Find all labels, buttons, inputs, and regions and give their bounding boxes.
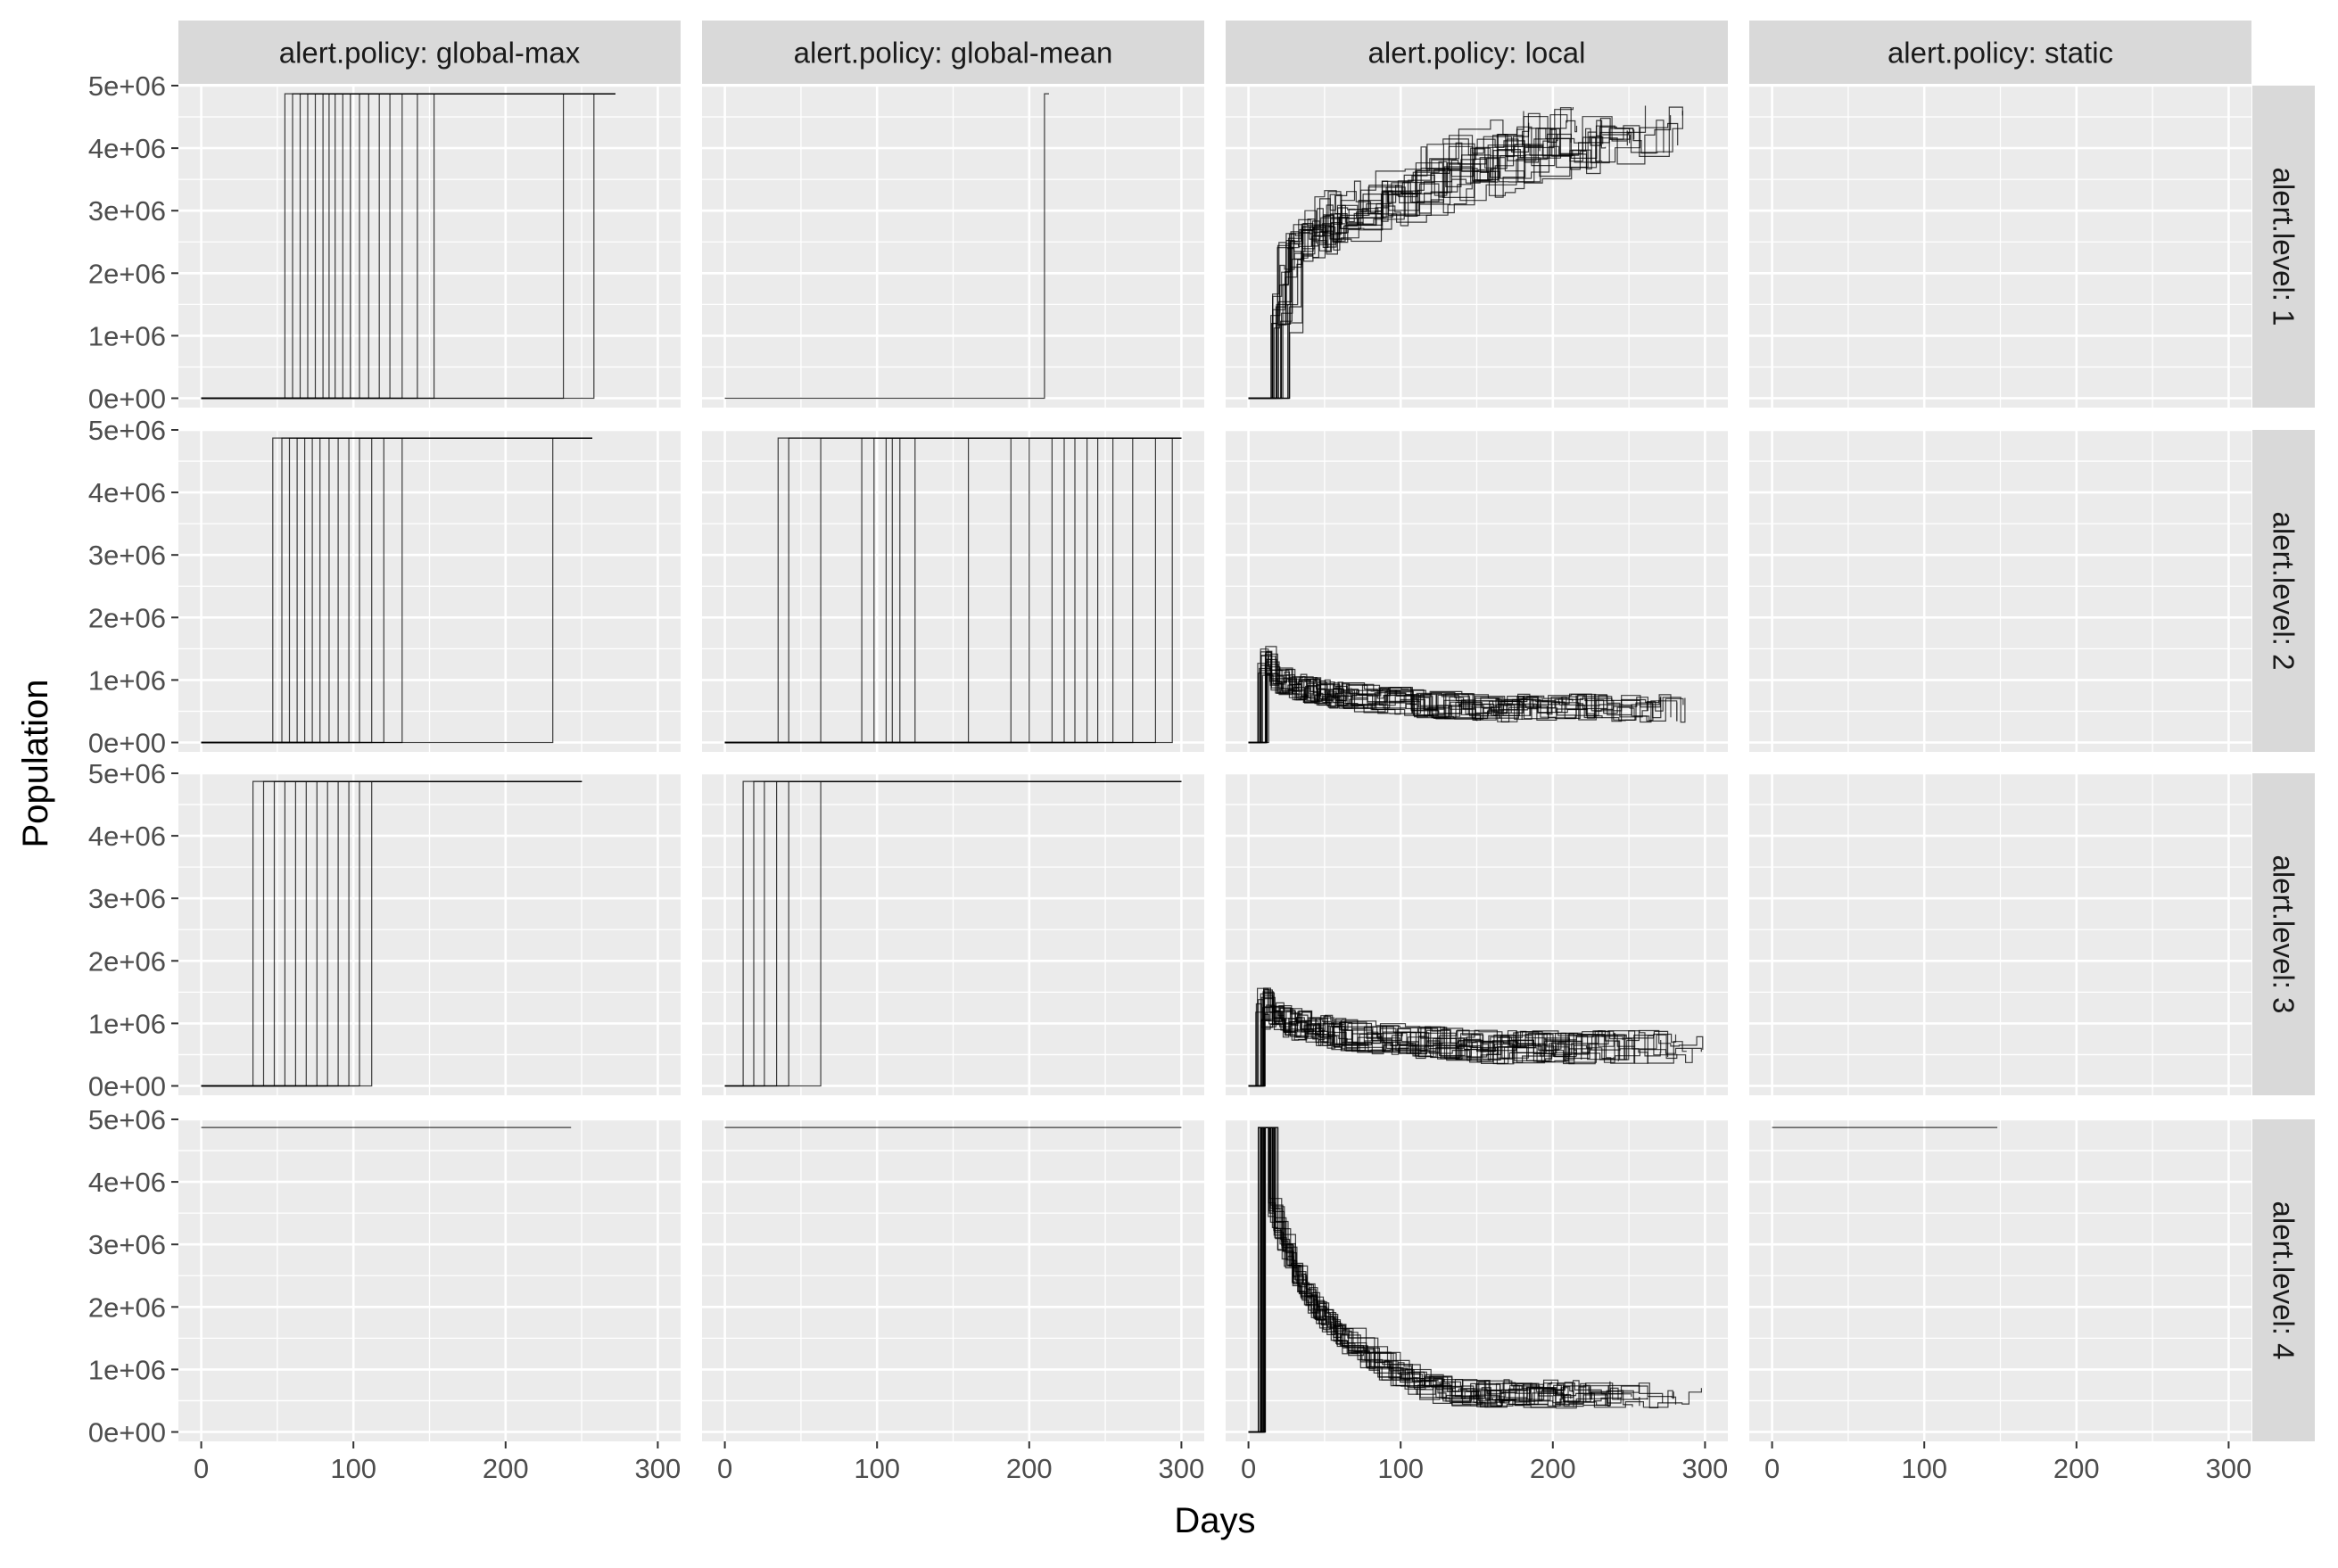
panel-r1-c1-series-line [201,93,615,400]
x-tick-label: 200 [2053,1453,2100,1484]
panel-r2-c2-series-line [724,437,1182,744]
y-tick-label: 0e+00 [88,383,166,414]
panel-r3-c2-series-line [724,780,1182,1087]
y-tick-label: 0e+00 [88,1070,166,1102]
y-tick-label: 0e+00 [88,1416,166,1448]
facet-strip-row-1 [2252,430,2315,752]
panel-r1-c3-series-line [1248,120,1665,400]
panel-r4-c3-series-line [1248,1126,1609,1433]
panel-r2-c3-series-line [1248,670,1660,744]
x-tick-label: 0 [194,1453,209,1484]
facet-strip-col-2 [1226,21,1728,84]
x-tick-label: 100 [1901,1453,1947,1484]
y-tick-label: 3e+06 [88,540,166,571]
y-tick-label: 1e+06 [88,1354,166,1385]
panel-r4-c3-series-line [1248,1126,1702,1433]
facet-label-row-0: alert.level: 1 [2268,168,2301,326]
facet-label-col-1: alert.policy: global-mean [794,37,1113,70]
x-tick-label: 100 [330,1453,376,1484]
y-tick-label: 3e+06 [88,195,166,227]
x-tick-label: 300 [1159,1453,1205,1484]
x-tick-label: 300 [635,1453,682,1484]
x-tick-label: 200 [1006,1453,1053,1484]
x-tick-label: 0 [717,1453,732,1484]
y-tick-label: 4e+06 [88,477,166,508]
x-tick-label: 300 [2206,1453,2252,1484]
y-tick-label: 2e+06 [88,258,166,289]
panel-r4-c3-series-line [1248,1126,1551,1433]
facet-label-col-2: alert.policy: local [1368,37,1586,70]
facet-strip-row-0 [2252,86,2315,408]
x-tick-label: 200 [1530,1453,1576,1484]
y-tick-label: 5e+06 [88,70,166,102]
facet-label-col-3: alert.policy: static [1888,37,2113,70]
facet-strip-col-3 [1749,21,2251,84]
y-tick-label: 1e+06 [88,320,166,351]
x-tick-label: 200 [483,1453,529,1484]
x-tick-label: 0 [1764,1453,1780,1484]
y-tick-label: 4e+06 [88,133,166,164]
y-tick-label: 2e+06 [88,602,166,633]
panel-r3-c1-series-line [201,780,582,1087]
x-tick-label: 100 [1377,1453,1424,1484]
y-tick-label: 2e+06 [88,1292,166,1323]
facet-label-row-3: alert.level: 4 [2268,1201,2301,1360]
facet-label-col-0: alert.policy: global-max [279,37,581,70]
panel-r3-c3-series-line [1248,1006,1570,1087]
y-tick-label: 1e+06 [88,664,166,696]
panel-r1-c3-series-line [1248,128,1604,400]
panel-r2-c3-series-line [1248,663,1531,744]
y-tick-label: 5e+06 [88,415,166,446]
panel-r4-c3-series-line [1248,1126,1648,1433]
y-tick-label: 2e+06 [88,945,166,977]
x-tick-label: 100 [854,1453,900,1484]
facet-strip-row-2 [2252,773,2315,1095]
panel-r1-c2-series-line [724,93,1049,400]
y-tick-label: 5e+06 [88,1104,166,1135]
y-tick-label: 5e+06 [88,758,166,789]
y-tick-label: 3e+06 [88,883,166,914]
y-tick-label: 4e+06 [88,821,166,852]
panel-r1-c3-series-line [1248,106,1683,400]
y-tick-label: 0e+00 [88,727,166,758]
panel-r1-c3-series-line [1248,115,1672,400]
facet-label-row-1: alert.level: 2 [2268,512,2301,671]
panel-r3-c3-series-line [1248,994,1577,1087]
facet-strip-row-3 [2252,1119,2315,1441]
panel-r3-c3-series-line [1248,991,1575,1087]
x-tick-label: 300 [1682,1453,1729,1484]
x-axis-title: Days [1174,1501,1255,1540]
panel-r2-c3-series-line [1248,673,1596,744]
panel-r3-c3-series-line [1248,1007,1669,1087]
panel-r3-c3-series-line [1248,1002,1615,1087]
y-axis-title: Population [16,679,55,847]
panel-r4-c3-series-line [1248,1126,1632,1433]
x-tick-label: 0 [1241,1453,1256,1484]
y-tick-label: 4e+06 [88,1167,166,1198]
facet-strip-col-0 [178,21,681,84]
panel-r1-c3-series-line [1248,111,1683,400]
y-tick-label: 1e+06 [88,1008,166,1039]
facet-strip-col-1 [702,21,1204,84]
panel-r1-c3-series-line [1248,114,1568,400]
panel-r2-c1-series-line [201,437,592,744]
y-tick-label: 3e+06 [88,1229,166,1260]
facet-label-row-2: alert.level: 3 [2268,855,2301,1014]
